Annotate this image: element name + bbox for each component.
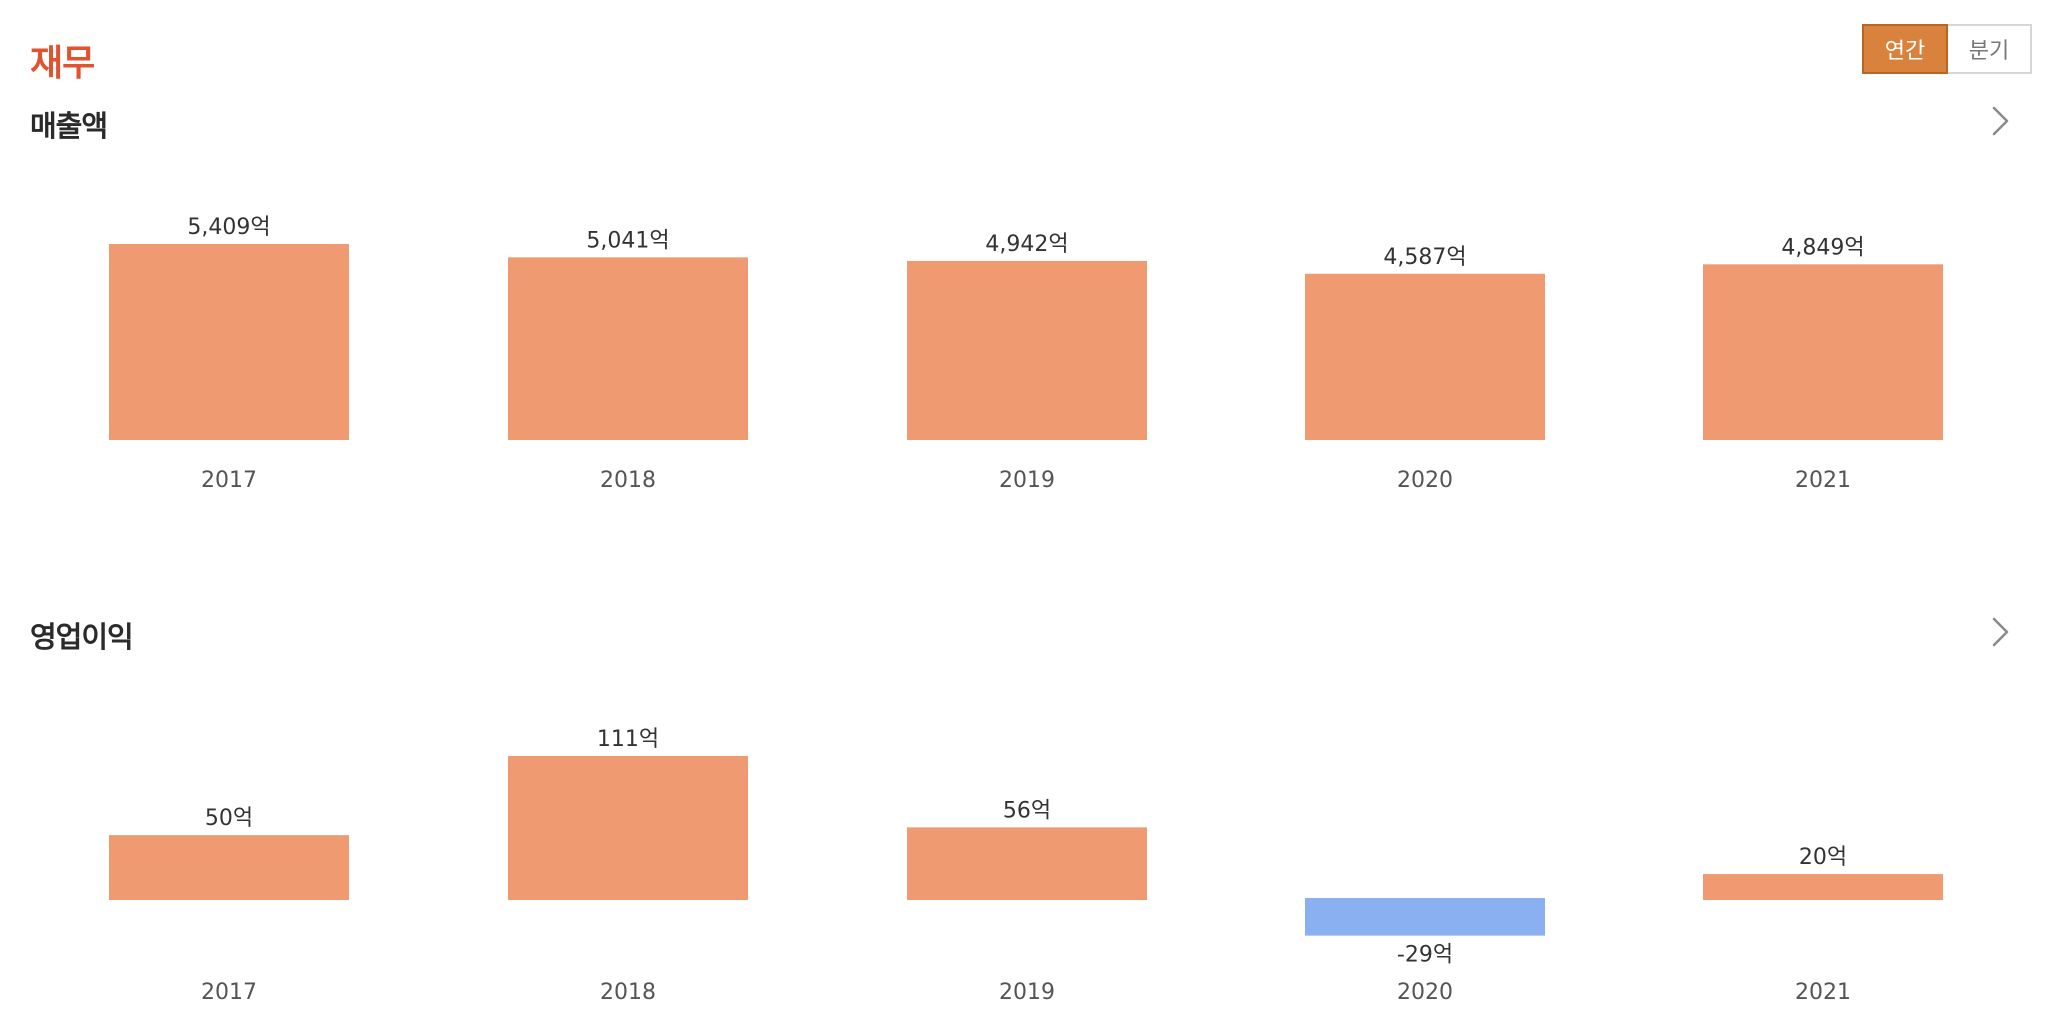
bar-2018 bbox=[508, 257, 748, 440]
category-label-2020: 2020 bbox=[1397, 980, 1453, 1005]
bar-2021 bbox=[1703, 874, 1943, 900]
value-label-2020: -29억 bbox=[1397, 943, 1453, 968]
value-label-2017: 5,409억 bbox=[187, 215, 270, 240]
page-title: 재무 bbox=[30, 43, 95, 84]
category-label-2021: 2021 bbox=[1795, 468, 1851, 493]
operating-profit-bar-chart: 50억 2017 111억 2018 56억 2019 -29억 2020 20억 2021 bbox=[109, 727, 1943, 1005]
annual-toggle-button[interactable]: 연간 bbox=[1862, 24, 1948, 74]
category-label-2021: 2021 bbox=[1795, 980, 1851, 1005]
category-label-2017: 2017 bbox=[201, 980, 257, 1005]
revenue-bar-chart: 5,409억 2017 5,041억 2018 4,942억 2019 4,587억 2020… bbox=[109, 215, 1943, 493]
category-label-2019: 2019 bbox=[999, 468, 1055, 493]
category-label-2020: 2020 bbox=[1397, 468, 1453, 493]
quarterly-toggle-button[interactable]: 분기 bbox=[1948, 24, 2032, 74]
chevron-right-icon[interactable] bbox=[1986, 103, 2014, 139]
value-label-2021: 4,849억 bbox=[1781, 235, 1864, 260]
category-label-2018: 2018 bbox=[600, 980, 656, 1005]
category-label-2019: 2019 bbox=[999, 980, 1055, 1005]
bar-2017 bbox=[109, 244, 349, 440]
value-label-2018: 5,041억 bbox=[586, 228, 669, 253]
chevron-right-icon[interactable] bbox=[1986, 614, 2014, 650]
value-label-2019: 4,942억 bbox=[985, 232, 1068, 257]
value-label-2019: 56억 bbox=[1003, 798, 1051, 823]
operating-profit-section-title: 영업이익 bbox=[30, 620, 134, 654]
category-label-2017: 2017 bbox=[201, 468, 257, 493]
bar-2017 bbox=[109, 835, 349, 900]
value-label-2020: 4,587억 bbox=[1383, 245, 1466, 270]
bar-2019 bbox=[907, 827, 1147, 900]
value-label-2018: 111억 bbox=[597, 727, 659, 752]
period-toggle: 연간 분기 bbox=[1862, 24, 2032, 74]
bar-2020 bbox=[1305, 273, 1545, 440]
bar-2020 bbox=[1305, 898, 1545, 936]
bar-2021 bbox=[1703, 264, 1943, 440]
value-label-2017: 50억 bbox=[205, 806, 253, 831]
bar-2019 bbox=[907, 260, 1147, 440]
value-label-2021: 20억 bbox=[1799, 845, 1847, 870]
category-label-2018: 2018 bbox=[600, 468, 656, 493]
revenue-section-title: 매출액 bbox=[30, 109, 108, 143]
bar-2018 bbox=[508, 756, 748, 900]
